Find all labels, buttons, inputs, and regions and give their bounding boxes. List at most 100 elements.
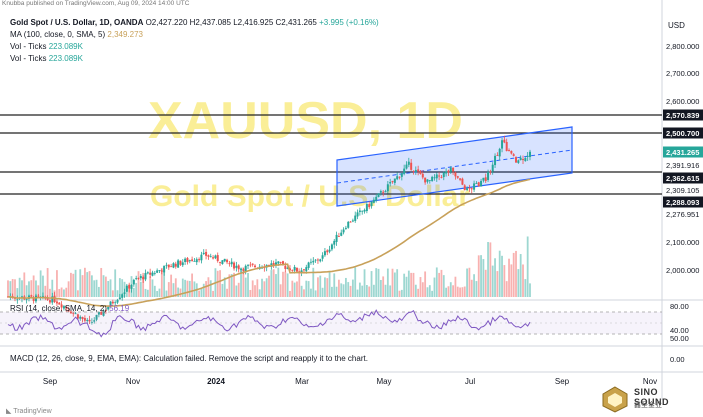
volume-bar	[221, 283, 224, 297]
rsi-tick-label: 80.00	[670, 302, 689, 311]
volume-bar	[93, 280, 96, 297]
volume-bar	[321, 287, 324, 297]
watermark-subtitle: Gold Spot / U.S. Dollar	[150, 180, 470, 213]
candle-body	[107, 306, 110, 310]
candle-body	[487, 172, 490, 180]
candle-body	[198, 259, 201, 261]
candle-body	[466, 188, 469, 191]
candle-body	[244, 265, 247, 272]
volume-bar	[482, 259, 485, 297]
volume-bar	[116, 290, 119, 297]
candle-body	[130, 284, 133, 289]
candle-body	[426, 179, 429, 182]
legend-ma-label: MA (100, close, 0, SMA, 5)	[10, 30, 106, 39]
candle-body	[529, 151, 531, 157]
candle-body	[62, 306, 65, 309]
volume-bar	[487, 242, 489, 297]
candle-body	[519, 158, 522, 161]
volume-bar	[519, 254, 522, 297]
candle-body	[442, 172, 445, 178]
volume-bar	[428, 285, 431, 297]
candle-body	[121, 294, 124, 298]
candle-body	[316, 259, 319, 261]
price-tick-label: 2,600.000	[666, 97, 699, 106]
legend-vol-row-2[interactable]: Vol - Ticks 223.089K	[10, 53, 83, 64]
candle-body	[167, 264, 170, 268]
time-axis-label: Mar	[295, 377, 309, 386]
volume-bar	[470, 279, 473, 297]
candle-body	[414, 169, 417, 172]
candle-body	[468, 187, 471, 189]
candle-body	[219, 261, 222, 263]
volume-bar	[188, 280, 191, 297]
price-tag-label: 2,309.105	[666, 186, 699, 195]
volume-bar	[88, 271, 91, 297]
candle-body	[335, 234, 338, 242]
volume-bar	[384, 284, 387, 297]
candle-body	[438, 175, 441, 177]
volume-bar	[491, 265, 494, 297]
volume-bar	[526, 236, 529, 297]
volume-bar	[251, 280, 254, 297]
candle-body	[139, 276, 142, 279]
legend-symbol[interactable]: Gold Spot / U.S. Dollar, 1D, OANDA	[10, 18, 144, 27]
candle-body	[109, 301, 112, 307]
volume-bar	[137, 271, 140, 297]
volume-bar	[95, 279, 98, 297]
candle-body	[88, 319, 91, 322]
volume-bar	[200, 288, 203, 297]
volume-bar	[270, 270, 273, 297]
candle-body	[86, 319, 89, 321]
rsi-line	[7, 309, 531, 338]
volume-bar	[503, 265, 506, 297]
candle-body	[512, 154, 515, 156]
volume-bar	[331, 286, 333, 297]
volume-bar	[37, 285, 40, 297]
volume-bar	[14, 279, 16, 297]
candle-body	[347, 221, 350, 228]
candle-body	[503, 139, 506, 143]
candle-body	[102, 310, 105, 316]
volume-bar	[279, 284, 282, 297]
candle-body	[526, 155, 529, 157]
legend-ma-row[interactable]: MA (100, close, 0, SMA, 5) 2,349.273	[10, 29, 143, 40]
volume-bar	[181, 278, 184, 297]
volume-bar	[431, 290, 434, 297]
current-price-tag-label: 2,431.265	[666, 148, 699, 157]
candle-body	[456, 176, 459, 178]
legend-vol-row-1[interactable]: Vol - Ticks 223.089K	[10, 41, 83, 52]
candle-body	[293, 266, 296, 271]
candle-body	[118, 297, 121, 300]
candle-body	[114, 302, 117, 304]
candle-body	[226, 259, 229, 263]
volume-bar	[475, 281, 478, 297]
candle-body	[463, 185, 466, 191]
candle-body	[473, 183, 476, 190]
time-axis-label: Jul	[465, 377, 475, 386]
candle-body	[55, 301, 58, 304]
volume-bar	[70, 272, 72, 297]
rsi-legend[interactable]: RSI (14, close, SMA, 14, 2) 56.19	[10, 304, 129, 313]
volume-bar	[454, 276, 457, 297]
volume-bar	[312, 267, 315, 297]
volume-bar	[102, 275, 105, 297]
macd-error-message[interactable]: MACD (12, 26, close, 9, EMA, EMA): Calcu…	[10, 354, 368, 363]
candle-body	[32, 297, 35, 301]
candle-body	[291, 269, 294, 271]
candle-body	[295, 267, 298, 272]
volume-bar	[18, 277, 21, 297]
candle-body	[60, 304, 63, 308]
currency-label: USD	[668, 21, 685, 30]
volume-bar	[146, 289, 149, 297]
candle-body	[135, 278, 138, 280]
candle-body	[76, 314, 79, 319]
volume-bar	[342, 284, 345, 297]
candle-body	[377, 193, 380, 198]
volume-bar	[170, 274, 173, 297]
candle-body	[375, 196, 378, 201]
price-channel	[336, 126, 573, 207]
tradingview-footer[interactable]: ◣ TradingView	[6, 407, 52, 415]
candle-body	[104, 310, 107, 311]
channel-midline	[336, 149, 573, 184]
